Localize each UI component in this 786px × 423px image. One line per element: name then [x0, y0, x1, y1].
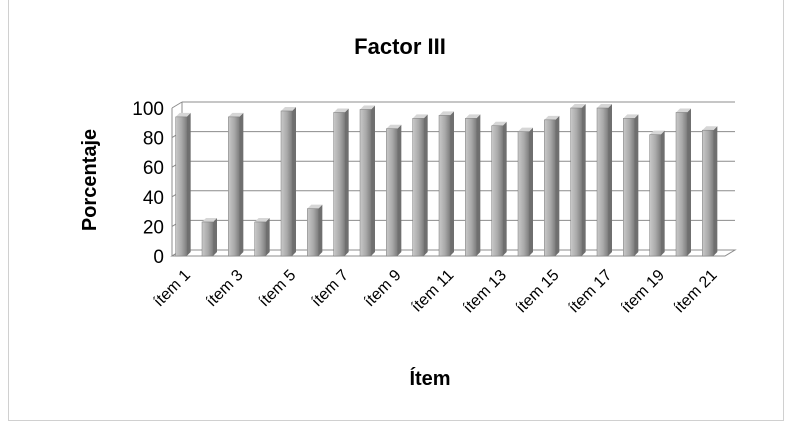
bar	[438, 111, 454, 257]
bar	[175, 112, 191, 257]
y-ticks: 0 20 40 60 80 100	[132, 99, 164, 268]
y-tick-label: 0	[153, 247, 164, 268]
bar	[465, 114, 481, 257]
chart-title: Factor III	[354, 34, 446, 59]
y-tick-label: 60	[143, 158, 164, 179]
x-ticks: ítem 1 ítem 3 ítem 5 ítem 7 ítem 9 ítem 11 íte…	[151, 267, 721, 317]
bar	[333, 108, 349, 257]
chart-frame	[8, 0, 784, 421]
x-tick-label: ítem 7	[309, 267, 353, 311]
x-tick-label: ítem 9	[361, 267, 405, 311]
bar	[386, 124, 402, 257]
x-tick-label: ítem 3	[203, 267, 247, 311]
y-tick-label: 40	[143, 188, 164, 209]
x-axis-title: Ítem	[409, 367, 450, 390]
bar	[517, 127, 533, 257]
bar	[412, 114, 428, 257]
bar	[570, 104, 586, 257]
x-tick-label: ítem 11	[408, 267, 457, 316]
y-axis-title: Porcentaje	[79, 129, 101, 231]
bar	[675, 108, 691, 257]
bar	[596, 104, 612, 257]
bar	[228, 112, 244, 257]
bar	[359, 105, 375, 257]
bar	[254, 217, 270, 257]
gridlines	[170, 101, 737, 257]
bar	[201, 217, 217, 257]
bar	[544, 115, 560, 257]
bar	[307, 204, 323, 257]
gridline	[171, 101, 735, 109]
bar	[491, 121, 507, 257]
x-tick-label: ítem 15	[513, 267, 563, 317]
bar	[623, 114, 639, 257]
x-tick-label: ítem 17	[566, 267, 616, 317]
y-tick-label: 80	[143, 129, 164, 150]
bar	[649, 130, 665, 257]
bar	[702, 126, 718, 257]
x-tick-label: ítem 19	[618, 267, 668, 317]
y-tick-label: 100	[132, 99, 164, 120]
x-tick-label: ítem 21	[671, 267, 721, 317]
y-tick-label: 20	[143, 217, 164, 238]
x-tick-label: ítem 1	[151, 267, 195, 311]
x-tick-label: ítem 13	[460, 267, 510, 317]
x-tick-label: ítem 5	[256, 267, 300, 311]
bar	[280, 106, 296, 257]
bars	[175, 104, 718, 257]
